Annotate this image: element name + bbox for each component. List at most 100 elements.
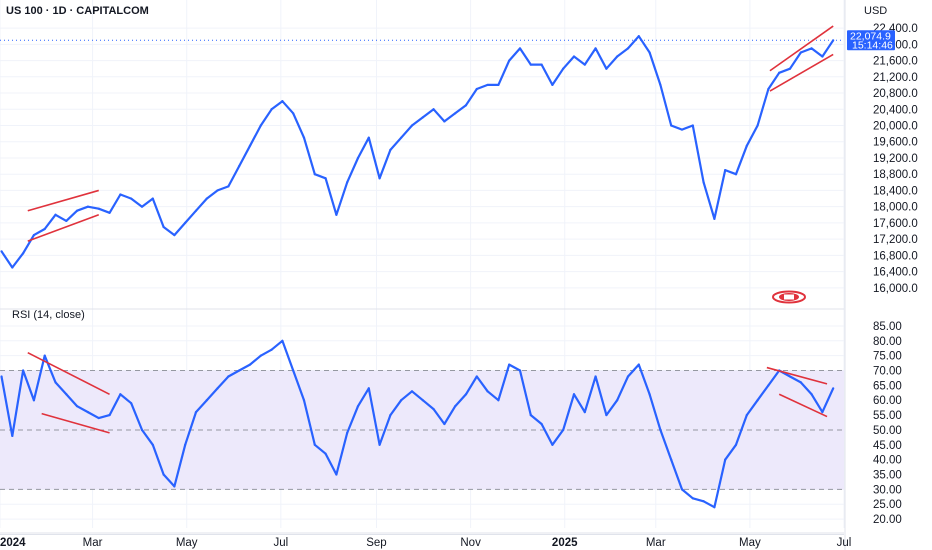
rsi-trendline <box>778 393 828 418</box>
price-point <box>518 47 522 50</box>
rsi-point <box>205 399 208 402</box>
price-point <box>832 39 835 42</box>
x-tick-label: Jul <box>273 537 288 549</box>
rsi-tick-label: 25.00 <box>873 499 902 511</box>
price-point <box>108 211 111 214</box>
price-trendline <box>27 214 100 242</box>
last-price-badge-bg <box>847 30 895 51</box>
price-point <box>367 136 370 139</box>
price-point <box>551 83 554 87</box>
price-point <box>194 209 198 212</box>
rsi-point <box>562 428 565 432</box>
rsi-point <box>605 413 608 417</box>
price-point <box>799 51 802 54</box>
price-point <box>22 252 25 255</box>
price-point <box>432 108 435 111</box>
rsi-point <box>594 375 597 378</box>
x-axis-line <box>0 534 844 535</box>
price-point <box>0 250 3 253</box>
price-point <box>335 213 338 216</box>
price-tick-label: 16,800.0 <box>873 250 918 262</box>
price-point <box>292 112 295 115</box>
price-point <box>162 225 165 229</box>
price-point <box>119 193 122 196</box>
rsi-tick-label: 60.00 <box>873 395 902 407</box>
price-tick-label: 18,400.0 <box>873 185 918 197</box>
price-series[interactable] <box>0 35 844 269</box>
price-point <box>130 197 133 200</box>
rsi-tick-label: 30.00 <box>873 484 902 496</box>
price-point <box>659 83 662 87</box>
rsi-tick-label: 35.00 <box>873 470 902 482</box>
price-point <box>227 185 230 188</box>
price-point <box>594 47 597 50</box>
price-point <box>464 104 468 107</box>
rsi-point <box>821 411 824 414</box>
rsi-tick-label: 75.00 <box>873 351 902 363</box>
price-tick-label: 17,200.0 <box>873 234 918 246</box>
price-tick-label: 20,000.0 <box>873 121 918 133</box>
rsi-point <box>486 390 489 393</box>
rsi-point <box>389 413 392 417</box>
rsi-point <box>713 506 716 509</box>
rsi-point <box>745 413 748 417</box>
price-point <box>616 55 619 58</box>
price-point <box>648 51 651 54</box>
price-point <box>497 83 500 87</box>
price-point <box>281 100 284 103</box>
price-point <box>583 63 586 66</box>
rsi-point <box>140 428 144 432</box>
rsi-point <box>810 393 813 396</box>
rsi-tick-label: 20.00 <box>873 514 902 526</box>
rsi-point <box>259 354 262 357</box>
rsi-point <box>583 411 586 414</box>
price-point <box>76 209 79 212</box>
price-point <box>248 144 252 147</box>
rsi-point <box>799 381 802 384</box>
price-point <box>691 124 694 127</box>
rsi-series[interactable] <box>0 339 835 509</box>
price-point <box>745 144 748 147</box>
rsi-point <box>346 431 349 435</box>
price-point <box>43 227 46 231</box>
x-tick-label: 2025 <box>552 537 578 549</box>
rsi-tick-label: 40.00 <box>873 455 902 467</box>
price-point <box>313 173 316 176</box>
rsi-point <box>97 416 100 420</box>
rsi-point <box>194 411 198 414</box>
rsi-point <box>65 393 68 396</box>
price-point <box>572 55 576 58</box>
rsi-point <box>648 393 651 396</box>
rsi-point <box>475 375 478 378</box>
price-point <box>529 63 532 66</box>
rsi-point <box>518 369 522 372</box>
rsi-point <box>32 399 36 402</box>
rsi-point <box>410 390 414 393</box>
price-point <box>32 233 36 237</box>
trendlines[interactable] <box>27 25 834 434</box>
price-point <box>680 128 684 131</box>
rsi-tick-label: 55.00 <box>873 410 902 422</box>
rsi-tick-label: 50.00 <box>873 425 902 437</box>
capitalcom-logo-icon[interactable] <box>772 290 806 304</box>
price-point <box>821 55 824 58</box>
rsi-point <box>108 413 111 417</box>
price-tick-label: 20,400.0 <box>873 104 918 116</box>
rsi-point <box>0 375 3 378</box>
price-point <box>259 124 262 127</box>
rsi-point <box>734 443 738 446</box>
rsi-point <box>724 458 727 461</box>
price-point <box>626 47 630 50</box>
price-point <box>173 233 176 237</box>
rsi-point <box>292 369 295 372</box>
rsi-point <box>324 452 327 455</box>
rsi-point <box>680 488 684 491</box>
price-point <box>270 108 273 111</box>
rsi-point <box>508 363 511 366</box>
price-point <box>378 177 381 180</box>
x-tick-label: Mar <box>83 537 103 549</box>
rsi-point <box>248 363 252 366</box>
price-point <box>767 87 770 91</box>
price-point <box>562 67 565 70</box>
